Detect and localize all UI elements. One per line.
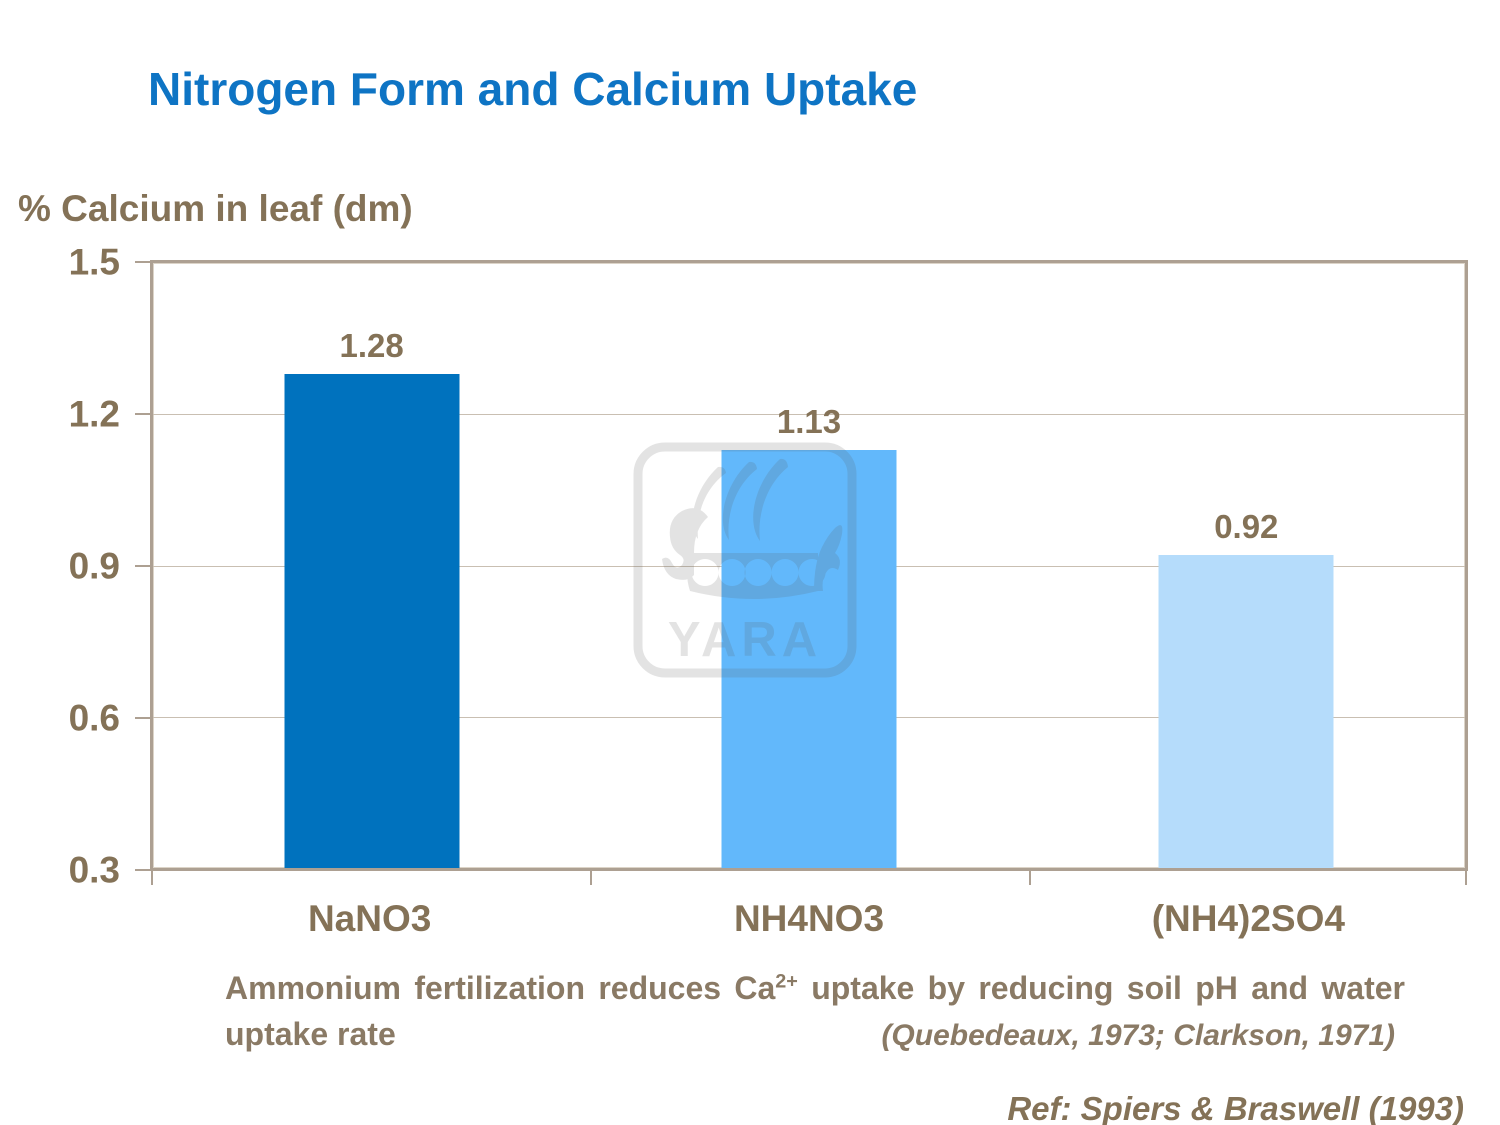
- y-tick-label: 1.2: [68, 393, 120, 435]
- bar-nano3: [284, 373, 460, 868]
- x-tick-mark: [151, 871, 153, 885]
- y-tick-mark: [135, 261, 150, 263]
- bar-group-nano3: 1.28: [153, 263, 590, 868]
- y-tick-label: 1.5: [68, 241, 120, 283]
- bar-group-nh4no3: 1.13: [590, 263, 1027, 868]
- y-tick-mark: [135, 565, 150, 567]
- x-category-label: (NH4)2SO4: [1151, 898, 1345, 939]
- gridline-1.2: [153, 414, 1465, 416]
- bar-nh42so4: [1158, 555, 1334, 868]
- caption-line-2: uptake rate (Quebedeaux, 1973; Clarkson,…: [225, 1011, 1405, 1058]
- superscript-2plus: 2+: [775, 970, 798, 993]
- y-tick-label: 0.9: [68, 545, 120, 587]
- bar-value-label: 1.13: [776, 402, 842, 440]
- plot-area: 1.28 1.13 0.92: [150, 260, 1468, 871]
- y-tick-mark: [135, 717, 150, 719]
- bar-group-nh42so4: 0.92: [1028, 263, 1465, 868]
- x-category-label: NH4NO3: [733, 898, 885, 939]
- x-tick-mark: [1465, 871, 1467, 885]
- x-tick-mark: [1029, 871, 1031, 885]
- y-tick-mark: [135, 869, 150, 871]
- y-tick-label: 0.6: [68, 697, 120, 739]
- reference-text: Ref: Spiers & Braswell (1993): [1007, 1090, 1464, 1125]
- bar-nh4no3: [721, 449, 897, 868]
- bar-value-label: 0.92: [1214, 508, 1279, 546]
- chart-caption: Ammonium fertilization reduces Ca2+ upta…: [225, 965, 1405, 1058]
- x-category-label: NaNO3: [307, 898, 432, 939]
- caption-citation: (Quebedeaux, 1973; Clarkson, 1971): [881, 1019, 1395, 1053]
- x-tick-mark: [590, 871, 592, 885]
- y-tick-mark: [135, 413, 150, 415]
- caption-line-1: Ammonium fertilization reduces Ca2+ upta…: [225, 970, 1406, 1006]
- caption-line2-left: uptake rate: [225, 1016, 396, 1053]
- bar-value-label: 1.28: [339, 326, 404, 364]
- y-axis-title: % Calcium in leaf (dm): [18, 188, 413, 229]
- page-title: Nitrogen Form and Calcium Uptake: [148, 63, 918, 115]
- x-axis-labels: NaNO3 NH4NO3 (NH4)2SO4: [150, 898, 1468, 948]
- y-tick-label: 0.3: [68, 849, 120, 891]
